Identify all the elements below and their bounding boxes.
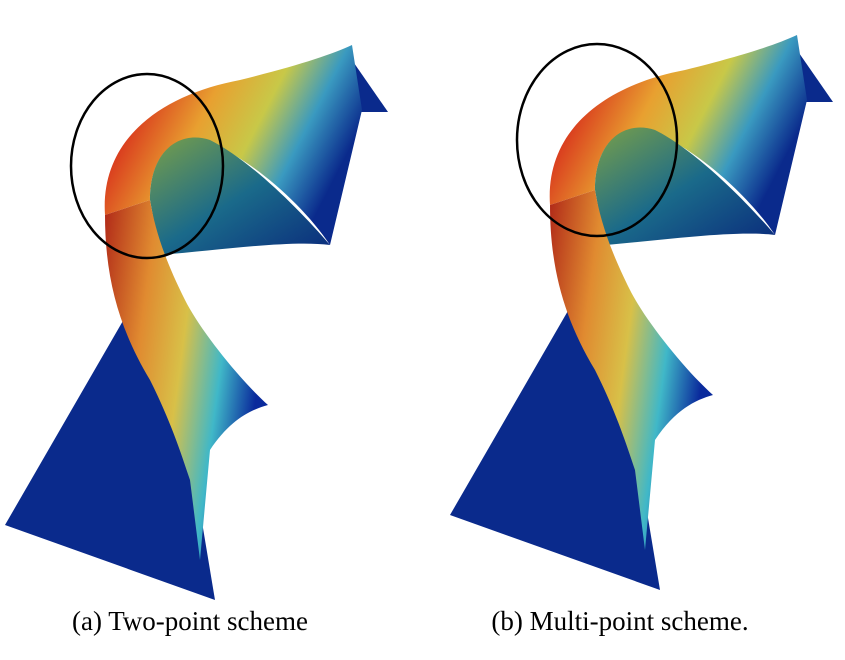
panel-b-surface bbox=[450, 35, 833, 590]
caption: (a) Two-point scheme bbox=[72, 606, 308, 636]
panel-a-surface bbox=[5, 45, 388, 600]
highlight-circle bbox=[515, 42, 679, 238]
highlight-circle bbox=[69, 72, 225, 260]
caption: (b) Multi-point scheme. bbox=[491, 606, 748, 636]
